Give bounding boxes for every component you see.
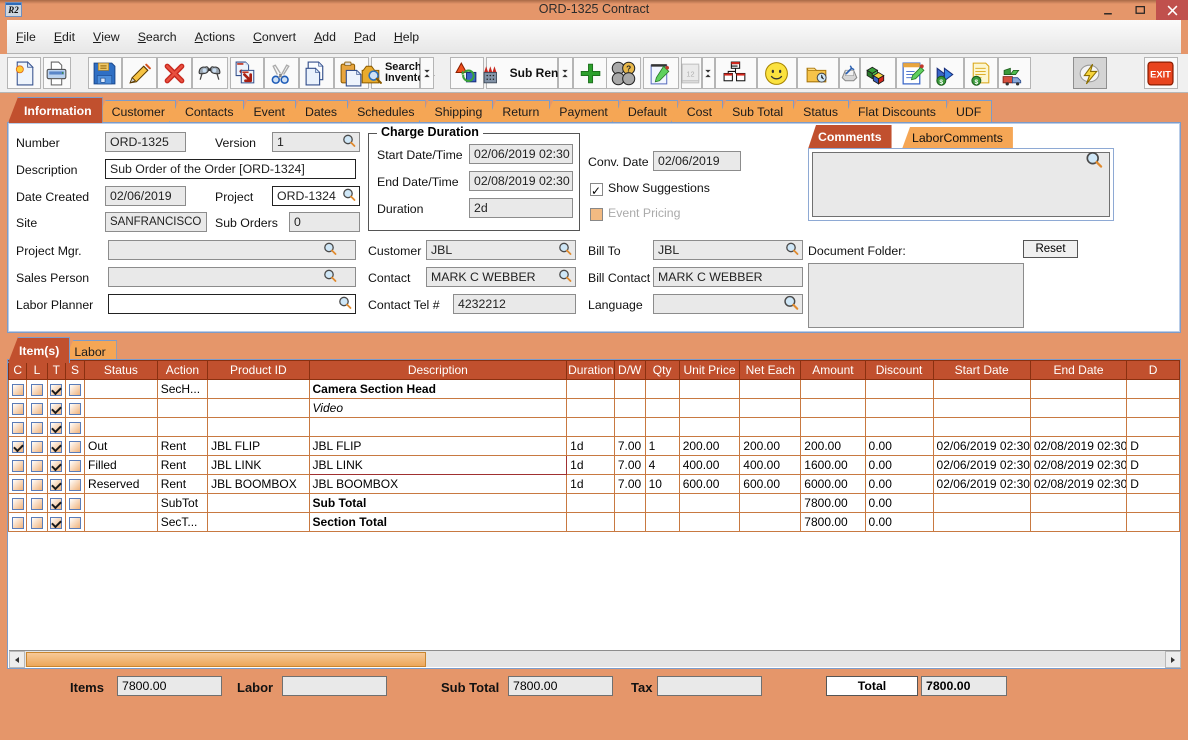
svg-text:12: 12	[686, 69, 694, 78]
svg-text:?: ?	[626, 63, 631, 73]
svg-text:EXIT: EXIT	[1150, 69, 1171, 79]
svg-text:$: $	[940, 78, 944, 85]
svg-text:$: $	[975, 78, 979, 85]
